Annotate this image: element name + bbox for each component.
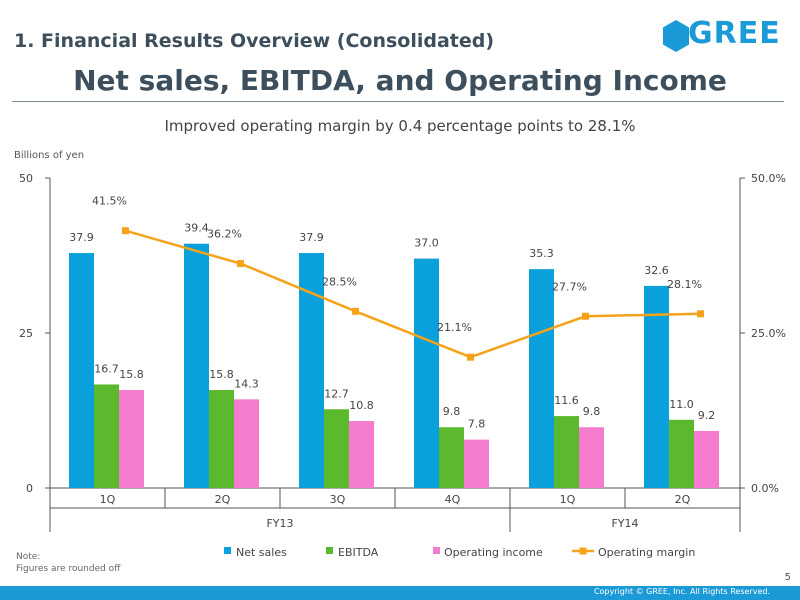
bar-operating-income: [349, 421, 374, 488]
bar-net-sales: [529, 269, 554, 488]
bar-operating-income: [119, 390, 144, 488]
x-tick-label: 4Q: [445, 493, 461, 506]
x-tick-label: 3Q: [330, 493, 346, 506]
bar-net-sales: [644, 285, 669, 488]
x-tick-label: 2Q: [215, 493, 231, 506]
data-label: 11.0: [669, 398, 694, 411]
margin-data-label: 41.5%: [92, 195, 127, 208]
margin-data-label: 28.5%: [322, 275, 357, 288]
data-label: 14.3: [234, 377, 259, 390]
operating-margin-point: [237, 260, 244, 268]
margin-data-label: 28.1%: [667, 278, 702, 291]
legend-ebitda-label: EBITDA: [338, 546, 379, 559]
legend-operating-margin-marker: [579, 547, 587, 555]
data-label: 35.3: [529, 247, 554, 260]
bar-ebitda: [209, 390, 234, 488]
title-divider: [12, 101, 784, 102]
bar-net-sales: [69, 253, 94, 488]
y2-tick-label: 25.0%: [751, 327, 786, 340]
copyright: Copyright © GREE, Inc. All Rights Reserv…: [593, 587, 770, 596]
margin-data-label: 21.1%: [437, 321, 472, 334]
bar-operating-income: [464, 439, 489, 488]
margin-data-label: 27.7%: [552, 280, 587, 293]
operating-margin-point: [467, 353, 474, 361]
bar-net-sales: [414, 258, 439, 488]
y-tick-label: 0: [26, 482, 33, 495]
data-label: 15.8: [119, 368, 144, 381]
bar-operating-income: [694, 430, 719, 488]
legend-net-sales-label: Net sales: [236, 546, 287, 559]
chart: 0 25 50 0.0% 25.0% 50.0% 1Q 2Q 3Q 4Q 1Q 2Q FY13 FY14 3…: [19, 172, 786, 559]
data-label: 15.8: [209, 368, 234, 381]
note-text: Figures are rounded off: [16, 564, 121, 574]
legend-net-sales-swatch: [224, 547, 231, 554]
bar-ebitda: [669, 419, 694, 488]
group-label: FY13: [266, 517, 293, 530]
y-axis-unit-label: Billions of yen: [14, 150, 85, 161]
data-label: 37.9: [299, 231, 324, 244]
y-tick-label: 25: [19, 327, 33, 340]
bar-ebitda: [94, 384, 119, 488]
margin-data-label: 36.2%: [207, 228, 242, 241]
y2-tick-label: 50.0%: [751, 172, 786, 185]
bar-ebitda: [439, 427, 464, 488]
bar-ebitda: [554, 416, 579, 488]
data-label: 32.6: [644, 264, 669, 277]
group-label: FY14: [611, 517, 638, 530]
logo-text: GREE: [688, 16, 781, 51]
legend-operating-income-swatch: [433, 547, 440, 554]
y-tick-label: 50: [19, 172, 33, 185]
legend-ebitda-swatch: [326, 547, 333, 554]
operating-margin-point: [352, 307, 359, 315]
data-label: 7.8: [468, 418, 486, 431]
x-tick-label: 1Q: [560, 493, 576, 506]
data-label: 37.0: [414, 237, 439, 250]
operating-margin-point: [122, 227, 129, 235]
bar-operating-income: [234, 399, 259, 488]
note: Note: Figures are rounded off: [16, 551, 120, 575]
data-label: 37.9: [69, 231, 94, 244]
bar-net-sales: [184, 243, 209, 488]
x-tick-label: 2Q: [675, 493, 691, 506]
gree-logo-icon: [663, 20, 689, 52]
note-title: Note:: [16, 552, 41, 562]
bar-ebitda: [324, 409, 349, 488]
subtitle: Improved operating margin by 0.4 percent…: [164, 117, 636, 135]
data-label: 10.8: [349, 399, 374, 412]
data-label: 9.2: [698, 409, 716, 422]
page-number: 5: [784, 572, 791, 583]
y2-tick-label: 0.0%: [751, 482, 779, 495]
data-label: 9.8: [583, 405, 601, 418]
x-tick-label: 1Q: [100, 493, 116, 506]
data-label: 39.4: [184, 222, 209, 235]
data-label: 12.7: [324, 387, 349, 400]
section-title: 1. Financial Results Overview (Consolida…: [14, 30, 495, 52]
data-label: 16.7: [94, 362, 119, 375]
operating-margin-line: [125, 229, 701, 359]
operating-margin-point: [582, 312, 589, 320]
operating-margin-point: [697, 310, 704, 318]
page-title: Net sales, EBITDA, and Operating Income: [73, 64, 727, 97]
footer-bar: Copyright © GREE, Inc. All Rights Reserv…: [0, 586, 800, 600]
legend-operating-margin-label: Operating margin: [598, 546, 695, 559]
data-label: 11.6: [554, 394, 579, 407]
bar-operating-income: [579, 427, 604, 488]
legend-operating-income-label: Operating income: [444, 546, 543, 559]
data-label: 9.8: [443, 405, 461, 418]
